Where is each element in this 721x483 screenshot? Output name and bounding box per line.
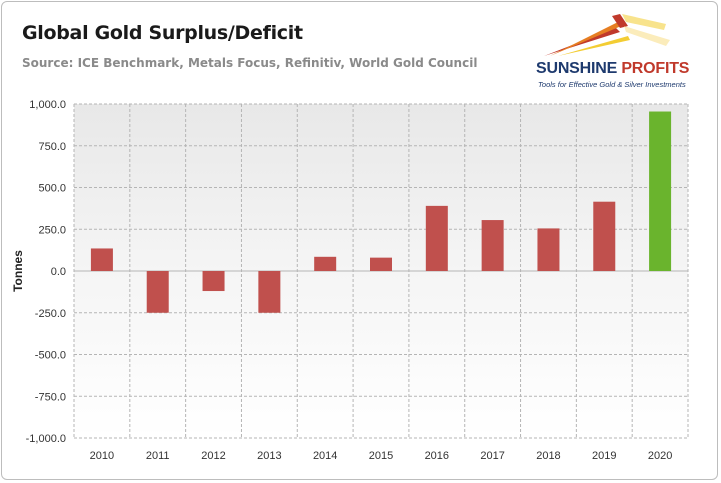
bar-2012 xyxy=(202,271,225,292)
y-tick-label: 0.0 xyxy=(51,266,66,278)
x-tick-label: 2019 xyxy=(592,450,616,462)
y-tick-label: 250.0 xyxy=(38,224,66,236)
logo-tagline: Tools for Effective Gold & Silver Invest… xyxy=(538,80,686,89)
bar-2015 xyxy=(370,257,392,271)
gridlines xyxy=(73,103,689,439)
bar-2018 xyxy=(537,228,560,271)
x-tick-label: 2017 xyxy=(480,450,504,462)
bar-2013 xyxy=(258,271,281,313)
bar-2014 xyxy=(314,256,337,271)
y-tick-label: -250.0 xyxy=(35,308,66,320)
y-tick-label: 750.0 xyxy=(38,141,66,153)
x-tick-label: 2013 xyxy=(257,450,281,462)
x-tick-label: 2011 xyxy=(146,450,170,462)
x-tick-label: 2010 xyxy=(90,450,114,462)
chart-title: Global Gold Surplus/Deficit xyxy=(22,22,303,44)
y-tick-label: -500.0 xyxy=(35,350,66,362)
x-axis-ticks: 2010 2011 2012 2013 2014 2015 2016 2017 2018 2019… xyxy=(90,450,673,462)
y-tick-label: -750.0 xyxy=(35,391,66,403)
bar-2010 xyxy=(90,248,113,271)
x-tick-label: 2012 xyxy=(201,450,225,462)
chart-subtitle: Source: ICE Benchmark, Metals Focus, Ref… xyxy=(22,56,478,70)
y-tick-label: 500.0 xyxy=(38,183,66,195)
bar-2011 xyxy=(146,271,169,313)
bar-2017 xyxy=(481,220,504,271)
y-axis-label: Tonnes xyxy=(11,250,25,292)
y-tick-label: 1,000.0 xyxy=(29,99,66,111)
y-tick-label: -1,000.0 xyxy=(26,433,66,445)
x-tick-label: 2015 xyxy=(369,450,393,462)
bars xyxy=(90,111,672,313)
y-axis-ticks: 1,000.0 750.0 500.0 250.0 0.0 -250.0 -500.0 -75… xyxy=(26,99,66,445)
logo-name: SUNSHINE PROFITS xyxy=(536,60,690,77)
bar-2016 xyxy=(425,205,448,271)
bar-2020 xyxy=(649,111,672,271)
x-tick-label: 2020 xyxy=(648,450,672,462)
x-tick-label: 2016 xyxy=(425,450,449,462)
sun-rays-icon xyxy=(544,14,670,56)
sunshine-profits-logo: SUNSHINE PROFITS Tools for Effective Gol… xyxy=(536,14,706,94)
x-tick-label: 2018 xyxy=(536,450,560,462)
x-tick-label: 2014 xyxy=(313,450,337,462)
bar-2019 xyxy=(593,201,616,271)
